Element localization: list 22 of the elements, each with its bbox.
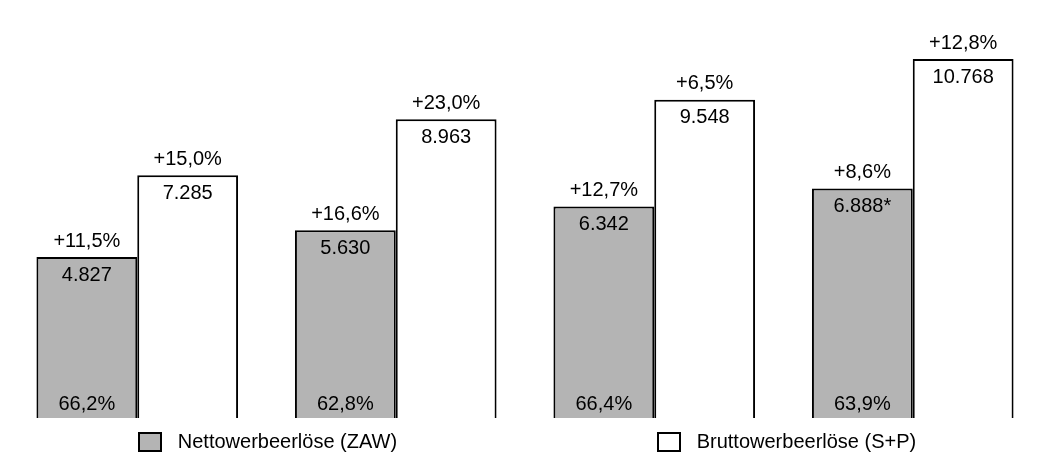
data-label: 6.888* xyxy=(833,193,892,216)
data-label: 7.285 xyxy=(162,180,213,203)
data-label: 5.630 xyxy=(320,235,371,258)
data-label: 8.963 xyxy=(421,124,472,147)
annotation: +23,0% xyxy=(411,90,481,113)
legend-label: Nettowerbeerlöse (ZAW) xyxy=(177,430,398,453)
annotation: +8,6% xyxy=(833,159,892,182)
annotation: +12,7% xyxy=(569,178,639,201)
annotation: +15,0% xyxy=(153,146,223,169)
annotation: +16,6% xyxy=(311,201,380,224)
series-label: Bruttowerbeerlöse (S+P) xyxy=(696,430,917,453)
annotation: +6,5% xyxy=(676,71,734,94)
annotation: 66,2% xyxy=(58,391,116,414)
data-label: 10.768 xyxy=(932,64,994,87)
data-label: 4.827 xyxy=(61,262,112,285)
data-label: 9.548 xyxy=(679,105,730,128)
annotation: 63,9% xyxy=(833,391,891,414)
annotation: 62,8% xyxy=(316,391,374,414)
annotation: 66,4% xyxy=(575,391,633,414)
annotation: +12,8% xyxy=(928,30,998,53)
data-label: 6.342 xyxy=(578,212,629,235)
annotation: +11,5% xyxy=(53,228,121,251)
